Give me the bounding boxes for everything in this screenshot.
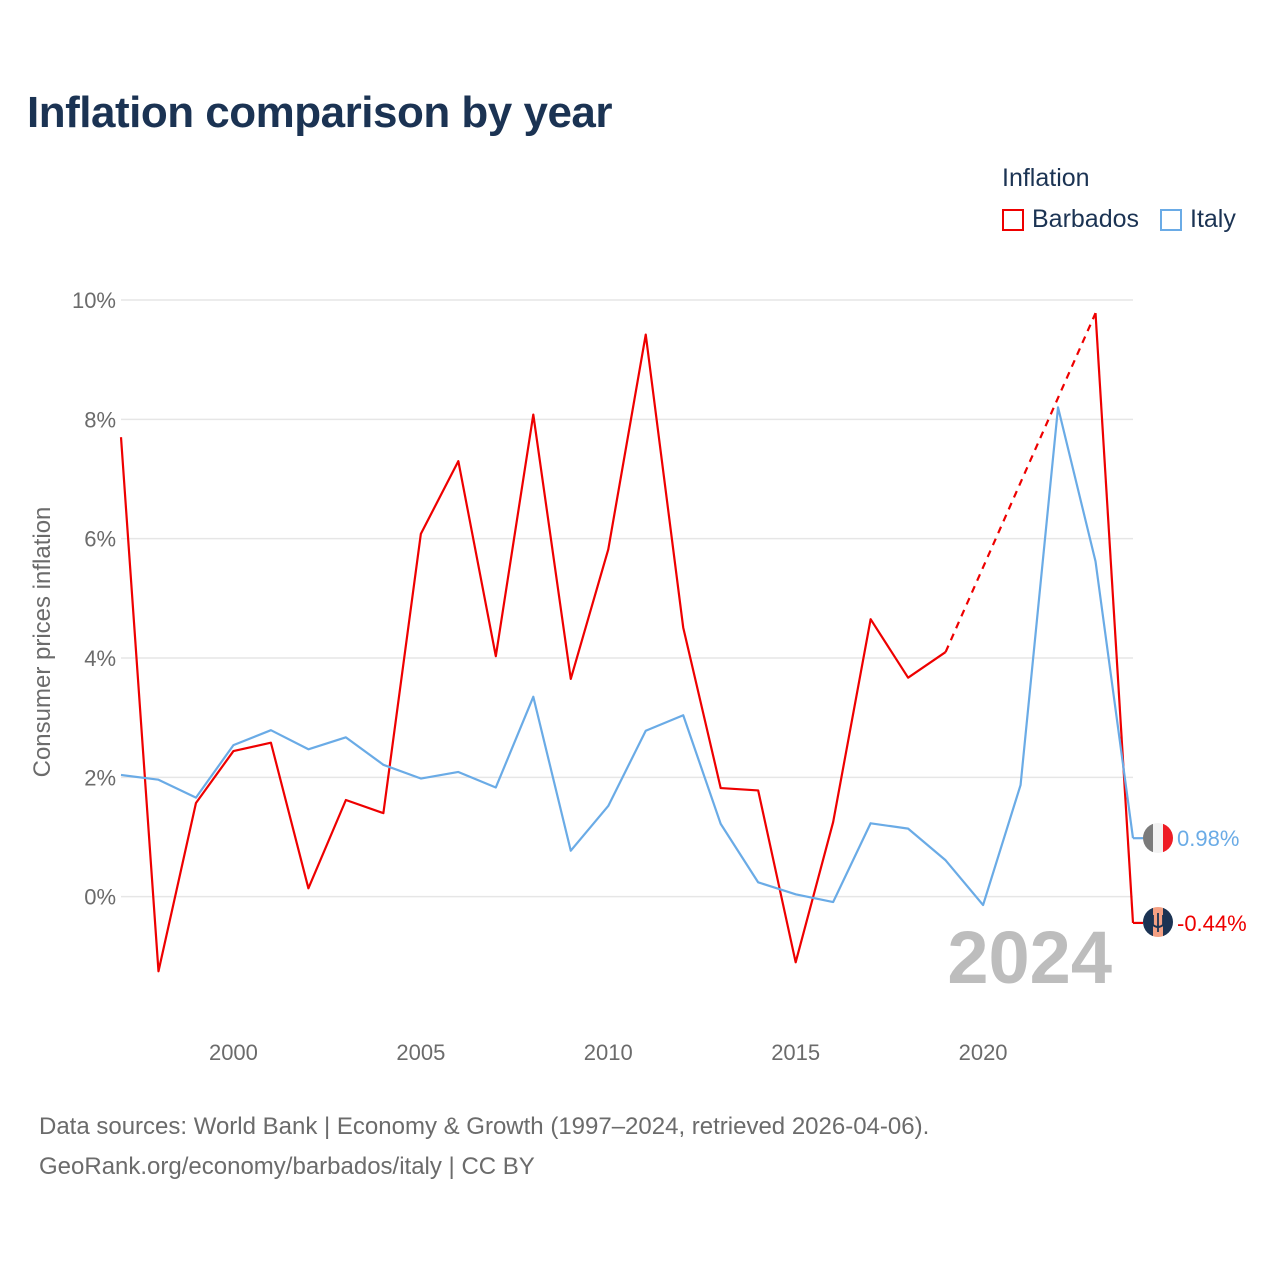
series-line-barbados	[119, 333, 947, 973]
legend-swatch-barbados	[1002, 208, 1024, 231]
y-tick-label: 6%	[84, 527, 116, 552]
flag-italy-icon	[1143, 823, 1173, 853]
end-label-barbados: -0.44%	[1177, 911, 1247, 936]
x-tick-label: 2010	[584, 1040, 633, 1065]
flag-barbados-icon	[1143, 907, 1173, 937]
footer-credit[interactable]: GeoRank.org/economy/barbados/italy | CC …	[39, 1153, 535, 1180]
x-tick-label: 2020	[959, 1040, 1008, 1065]
y-tick-label: 8%	[84, 407, 116, 432]
x-axis-ticks: 2000 2005 2010 2015 2020	[209, 1040, 1008, 1065]
legend-swatch-italy	[1160, 208, 1182, 231]
x-tick-label: 2000	[209, 1040, 258, 1065]
footer: Data sources: World Bank | Economy & Gro…	[39, 1107, 929, 1187]
y-tick-label: 2%	[84, 765, 116, 790]
y-axis-ticks: 0% 2% 4% 6% 8% 10%	[72, 288, 116, 910]
grid-lines	[121, 299, 1133, 898]
legend-label-italy: Italy	[1190, 205, 1236, 233]
end-markers	[1143, 823, 1173, 937]
year-watermark: 2024	[947, 916, 1112, 999]
legend-title: Inflation	[1002, 164, 1090, 192]
legend-label-barbados: Barbados	[1032, 205, 1140, 233]
y-tick-label: 0%	[84, 885, 116, 910]
y-axis-label: Consumer prices inflation	[29, 507, 56, 778]
y-tick-label: 4%	[84, 646, 116, 671]
legend-item-italy[interactable]: Italy	[1160, 205, 1236, 234]
series-line-italy	[120, 406, 1135, 907]
x-tick-label: 2005	[396, 1040, 445, 1065]
series-lines	[119, 312, 1143, 973]
chart-title: Inflation comparison by year	[27, 88, 613, 137]
end-label-italy: 0.98%	[1177, 826, 1239, 851]
footer-sources: Data sources: World Bank | Economy & Gro…	[39, 1113, 930, 1140]
y-tick-label: 10%	[72, 288, 116, 313]
line-chart: 0% 2% 4% 6% 8% 10% 2000 2005 2010 2015 2020 Consu…	[29, 288, 1247, 1065]
series-gap-barbados	[944, 312, 1097, 653]
end-labels: -0.44% 0.98%	[1177, 826, 1247, 936]
series-line-barbados	[1094, 313, 1135, 923]
legend-item-barbados[interactable]: Barbados	[1002, 205, 1139, 234]
x-tick-label: 2015	[771, 1040, 820, 1065]
